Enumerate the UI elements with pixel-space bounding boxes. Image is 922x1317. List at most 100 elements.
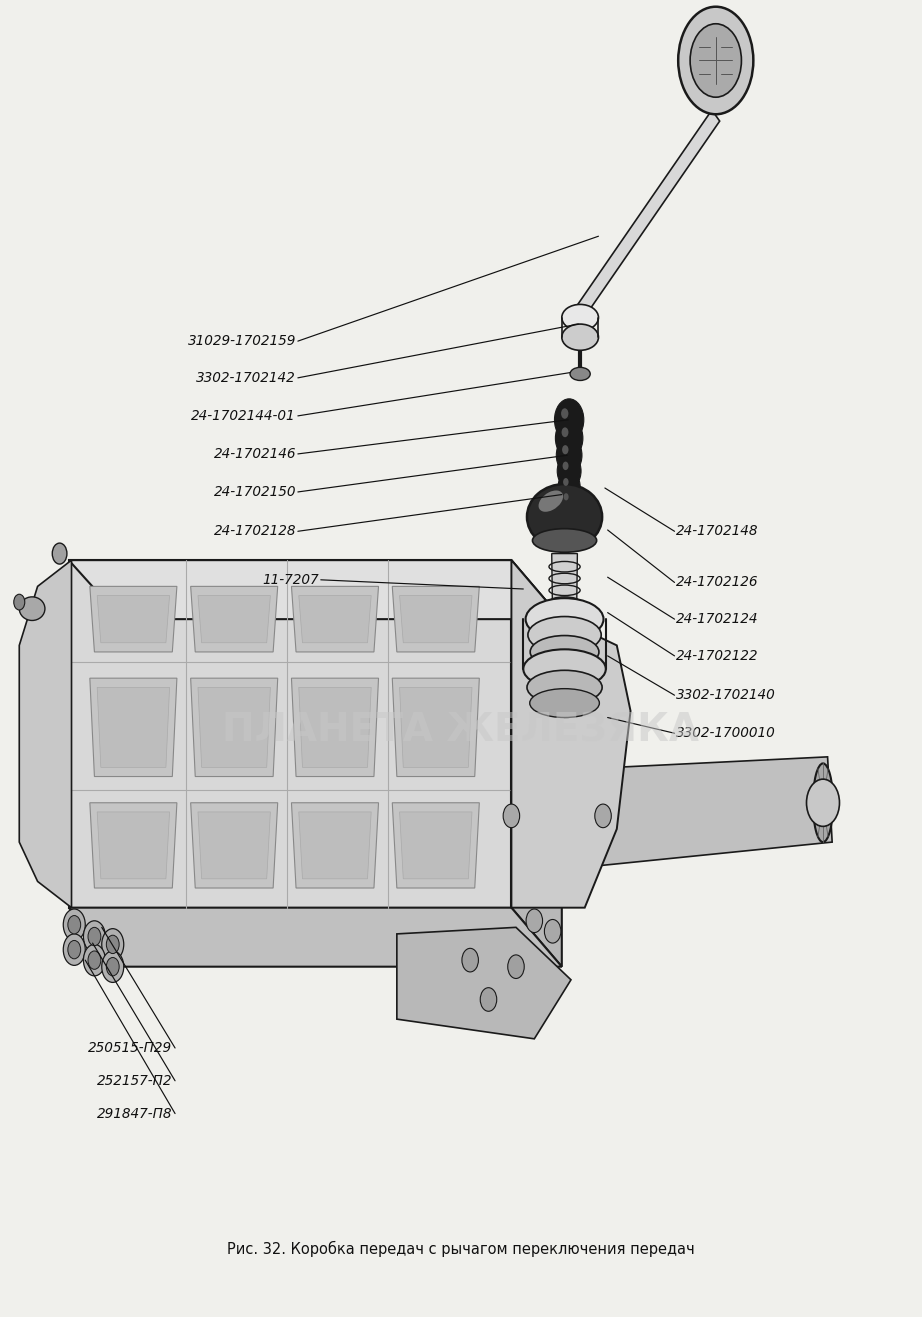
Text: 24-1702146: 24-1702146	[214, 446, 296, 461]
Polygon shape	[97, 687, 170, 768]
Text: 252157-П2: 252157-П2	[97, 1073, 172, 1088]
Polygon shape	[573, 111, 720, 323]
Text: 24-1702124: 24-1702124	[677, 612, 759, 626]
Circle shape	[64, 909, 85, 940]
Circle shape	[83, 944, 105, 976]
Circle shape	[68, 940, 81, 959]
Ellipse shape	[561, 324, 598, 350]
Circle shape	[559, 487, 579, 515]
Polygon shape	[291, 803, 379, 888]
Circle shape	[14, 594, 25, 610]
Text: 11-7207: 11-7207	[263, 573, 319, 587]
Polygon shape	[191, 586, 278, 652]
Circle shape	[106, 935, 119, 954]
Polygon shape	[89, 586, 177, 652]
Circle shape	[101, 951, 124, 982]
Text: 24-1702126: 24-1702126	[677, 576, 759, 590]
Ellipse shape	[813, 764, 833, 842]
Polygon shape	[392, 803, 479, 888]
Circle shape	[563, 493, 569, 500]
Circle shape	[595, 805, 611, 827]
Text: 291847-П8: 291847-П8	[97, 1106, 172, 1121]
Polygon shape	[198, 687, 270, 768]
Circle shape	[526, 909, 542, 932]
Circle shape	[106, 957, 119, 976]
Polygon shape	[19, 560, 72, 907]
Text: 24-1702128: 24-1702128	[214, 524, 296, 539]
Circle shape	[544, 919, 561, 943]
Polygon shape	[69, 560, 512, 907]
Circle shape	[83, 921, 105, 952]
Polygon shape	[392, 586, 479, 652]
Polygon shape	[89, 803, 177, 888]
Circle shape	[561, 408, 568, 419]
Ellipse shape	[530, 689, 599, 718]
Text: 3302-1702140: 3302-1702140	[677, 689, 776, 702]
Text: 3302-1702142: 3302-1702142	[196, 371, 296, 385]
Circle shape	[101, 928, 124, 960]
Circle shape	[88, 951, 100, 969]
Polygon shape	[69, 560, 561, 619]
Text: ПЛАНЕТА ЖЕЛЕЗЯКА: ПЛАНЕТА ЖЕЛЕЗЯКА	[222, 711, 700, 749]
Ellipse shape	[524, 649, 606, 689]
Ellipse shape	[527, 485, 602, 549]
Circle shape	[53, 543, 67, 564]
Polygon shape	[299, 595, 372, 643]
Circle shape	[807, 780, 840, 826]
Polygon shape	[198, 813, 270, 878]
Polygon shape	[89, 678, 177, 777]
Circle shape	[563, 478, 569, 486]
Circle shape	[557, 454, 581, 489]
Text: 250515-П29: 250515-П29	[89, 1040, 172, 1055]
Circle shape	[554, 399, 584, 441]
Circle shape	[690, 24, 741, 97]
Text: 24-1702150: 24-1702150	[214, 485, 296, 499]
Circle shape	[562, 445, 569, 454]
Circle shape	[64, 934, 85, 965]
FancyBboxPatch shape	[3, 3, 919, 1314]
Polygon shape	[561, 757, 833, 868]
Text: 24-1702148: 24-1702148	[677, 524, 759, 539]
Ellipse shape	[526, 598, 604, 640]
Ellipse shape	[530, 636, 599, 668]
Polygon shape	[399, 595, 472, 643]
Ellipse shape	[533, 528, 597, 552]
Polygon shape	[291, 586, 379, 652]
Text: 31029-1702159: 31029-1702159	[188, 335, 296, 348]
Polygon shape	[299, 813, 372, 878]
Circle shape	[562, 461, 569, 470]
Polygon shape	[299, 687, 372, 768]
Polygon shape	[399, 813, 472, 878]
Polygon shape	[551, 553, 577, 652]
Circle shape	[508, 955, 525, 979]
Polygon shape	[392, 678, 479, 777]
Polygon shape	[512, 560, 561, 967]
Circle shape	[462, 948, 479, 972]
Text: 24-1702144-01: 24-1702144-01	[192, 408, 296, 423]
Circle shape	[503, 805, 520, 827]
Text: Рис. 32. Коробка передач с рычагом переключения передач: Рис. 32. Коробка передач с рычагом перек…	[227, 1241, 695, 1256]
Circle shape	[480, 988, 497, 1011]
Polygon shape	[97, 813, 170, 878]
Polygon shape	[69, 907, 561, 967]
Text: 24-1702122: 24-1702122	[677, 649, 759, 662]
Ellipse shape	[570, 367, 590, 381]
Circle shape	[555, 419, 583, 458]
Circle shape	[558, 471, 580, 503]
Ellipse shape	[538, 490, 563, 512]
Ellipse shape	[528, 616, 601, 653]
Circle shape	[68, 915, 81, 934]
Circle shape	[556, 437, 582, 474]
Circle shape	[679, 7, 753, 115]
Polygon shape	[512, 560, 631, 907]
Circle shape	[561, 427, 569, 437]
Polygon shape	[191, 803, 278, 888]
Polygon shape	[396, 927, 571, 1039]
Polygon shape	[399, 687, 472, 768]
Polygon shape	[191, 678, 278, 777]
Polygon shape	[97, 595, 170, 643]
Ellipse shape	[527, 670, 602, 705]
Polygon shape	[198, 595, 270, 643]
Ellipse shape	[19, 597, 45, 620]
Circle shape	[88, 927, 100, 946]
